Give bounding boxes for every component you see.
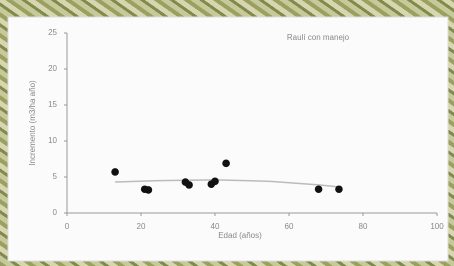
y-tick-label: 20 [48,64,57,73]
chart: Raulí con manejo Edad (años) Incremento … [0,0,454,266]
y-tick-label: 5 [53,172,58,181]
point [111,168,119,176]
annotation: Raulí con manejo [287,33,350,42]
chart-panel [8,17,448,261]
x-tick-label: 40 [211,222,220,231]
y-tick-label: 25 [48,28,57,37]
point [222,160,230,168]
x-tick-label: 100 [430,222,444,231]
x-tick-label: 20 [137,222,146,231]
x-tick-label: 80 [359,222,368,231]
point [185,181,193,189]
screenshot: Raulí con manejo Edad (años) Incremento … [0,0,454,266]
x-tick-label: 0 [65,222,70,231]
point [145,186,153,194]
point [211,178,219,186]
y-tick-label: 10 [48,136,57,145]
y-tick-label: 15 [48,100,57,109]
y-tick-label: 0 [53,208,58,217]
point [335,185,343,193]
y-axis-label: Incremento (m3/ha año) [28,80,37,166]
point [315,185,323,193]
x-tick-label: 60 [285,222,294,231]
x-axis-label: Edad (años) [218,231,262,240]
